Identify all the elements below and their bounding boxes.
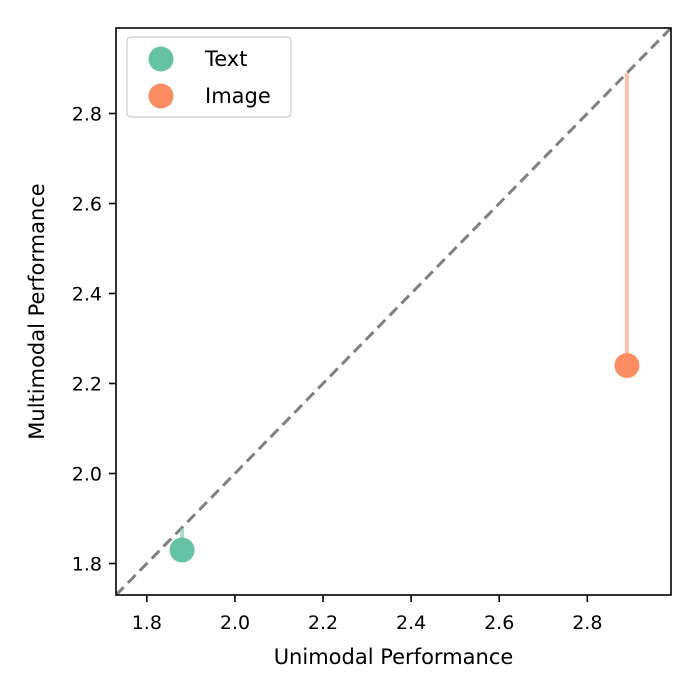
y-tick-label: 2.4: [72, 284, 102, 306]
x-tick-label: 2.6: [484, 612, 514, 634]
legend-marker-image: [148, 83, 174, 109]
y-axis-label: Multimodal Performance: [25, 183, 49, 439]
y-tick-label: 1.8: [72, 554, 102, 576]
legend-label-text: Text: [204, 47, 247, 71]
data-point-image: [614, 353, 640, 378]
x-tick-label: 2.0: [220, 612, 250, 634]
reference-diagonal-line: [116, 28, 671, 595]
y-tick-label: 2.2: [72, 374, 102, 396]
y-tick-label: 2.0: [72, 464, 102, 486]
x-tick-label: 1.8: [132, 612, 162, 634]
x-tick-label: 2.2: [308, 612, 338, 634]
legend-marker-text: [148, 46, 174, 72]
y-tick-label: 2.6: [72, 194, 102, 216]
axes-layer: 1.8 2.0 2.2 2.4 2.6 2.8 1.8 2.0 2.2 2.4 2.6 2.8: [72, 104, 603, 635]
x-tick-label: 2.4: [396, 612, 426, 634]
plot-layer: [116, 28, 671, 595]
x-tick-label: 2.8: [572, 612, 602, 634]
y-tick-label: 2.8: [72, 104, 102, 126]
data-point-text: [169, 537, 195, 563]
plot-area-frame: [115, 27, 672, 596]
legend-entries: Text Image: [148, 46, 271, 109]
legend: Text Image: [126, 36, 292, 118]
legend-label-image: Image: [205, 84, 271, 108]
x-axis-label: Unimodal Performance: [274, 645, 514, 669]
